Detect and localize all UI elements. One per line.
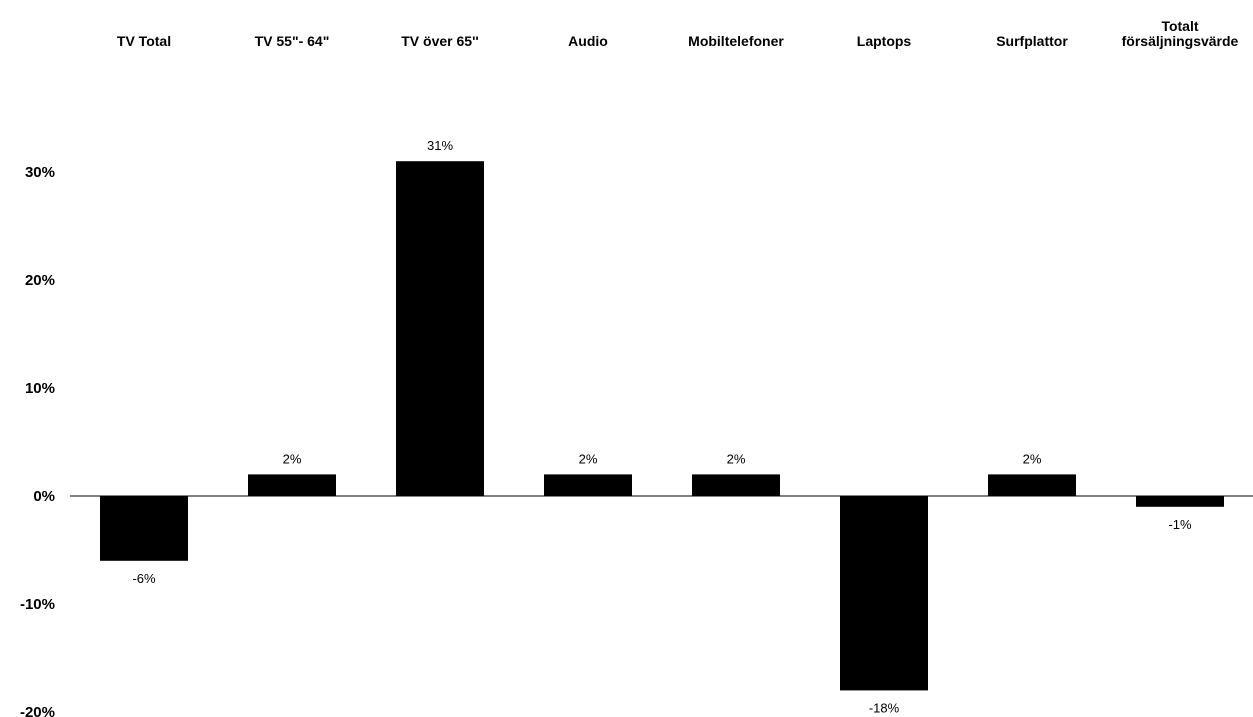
y-tick-label: -20% [20,704,55,717]
category-label-line: Totalt [1161,18,1198,34]
bar [840,496,928,691]
category-label-line: Mobiltelefoner [688,33,784,49]
category-label: Laptops [857,33,912,49]
category-label: Surfplattor [996,33,1068,49]
category-label-line: TV 55"- 64" [255,33,330,49]
data-label: 2% [283,451,302,466]
bar [1136,496,1224,507]
category-label: TV 55"- 64" [255,33,330,49]
y-tick-label: -10% [20,596,55,613]
data-label: 31% [427,138,453,153]
y-tick-label: 10% [25,380,55,397]
category-label-line: Audio [568,33,608,49]
category-label: TV Total [117,33,171,49]
bar [248,474,336,496]
bar [988,474,1076,496]
category-label-line: försäljningsvärde [1122,33,1239,49]
data-label: -18% [869,700,900,715]
data-label: 2% [579,451,598,466]
category-label-line: Surfplattor [996,33,1068,49]
data-label: 2% [1023,451,1042,466]
data-label: -6% [132,571,156,586]
bar [544,474,632,496]
y-tick-label: 30% [25,164,55,181]
y-tick-label: 20% [25,272,55,289]
category-label: Audio [568,33,608,49]
category-label: Mobiltelefoner [688,33,784,49]
bar [692,474,780,496]
category-label: TV över 65'' [401,33,478,49]
category-label: Totalt försäljningsvärde [1122,18,1239,49]
category-label-line: Laptops [857,33,912,49]
y-tick-label: 0% [33,488,55,505]
bar [396,161,484,496]
data-label: 2% [727,451,746,466]
category-label-line: TV över 65'' [401,33,478,49]
bar [100,496,188,561]
category-label-line: TV Total [117,33,171,49]
data-label: -1% [1168,517,1192,532]
